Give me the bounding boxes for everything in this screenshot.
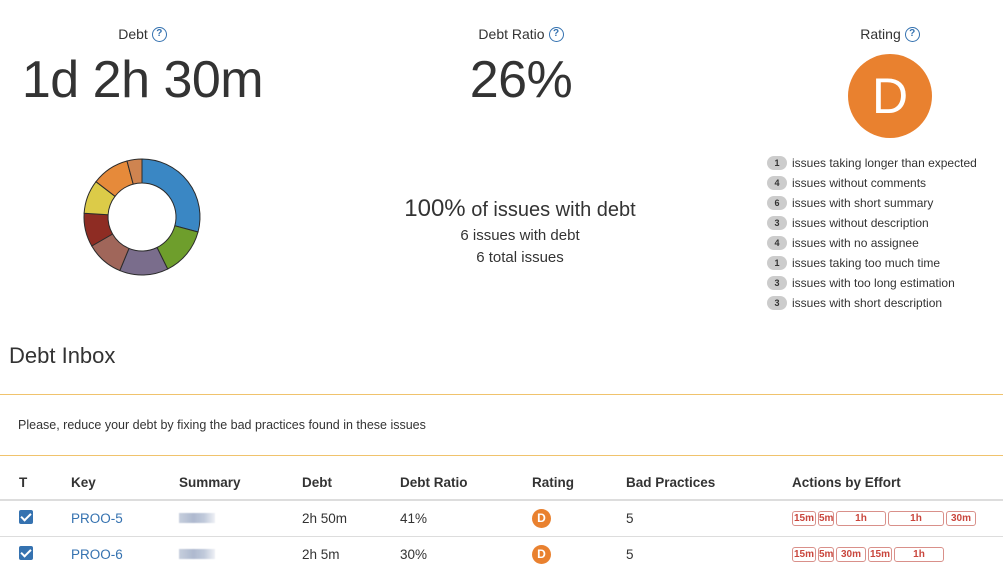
column-header-debt-ratio[interactable]: Debt Ratio	[400, 465, 532, 501]
column-header-bad-practices[interactable]: Bad Practices	[626, 465, 792, 501]
column-header-key[interactable]: Key	[71, 465, 179, 501]
effort-action-button[interactable]: 15m	[792, 546, 816, 562]
issues-with-debt-percent: 100%	[404, 195, 466, 222]
debt-metric: Debt ? 1d 2h 30m	[0, 26, 285, 106]
bad-practice-item[interactable]: 6 issues with short summary	[767, 193, 977, 213]
bad-practice-label: issues without comments	[792, 176, 927, 190]
debt-ratio-metric: Debt Ratio ? 26%	[410, 26, 632, 106]
issue-type-checkbox-icon[interactable]	[19, 509, 33, 524]
count-badge: 3	[767, 276, 787, 290]
bad-practice-item[interactable]: 3 issues without description	[767, 213, 977, 233]
table-row: PROO-5 2h 50m 41% D 5 15m 5m 1h 1h 30m	[0, 500, 1003, 537]
help-icon[interactable]: ?	[151, 26, 167, 42]
debt-value: 1d 2h 30m	[21, 51, 264, 109]
rating-badge: D	[848, 54, 932, 138]
effort-action-button[interactable]: 30m	[836, 546, 866, 562]
count-badge: 1	[767, 156, 787, 170]
issue-bad-practices-count: 5	[626, 546, 634, 562]
bad-practice-item[interactable]: 1 issues taking longer than expected	[767, 153, 977, 173]
table-header-row: T Key Summary Debt Debt Ratio Rating Bad…	[0, 465, 1003, 501]
donut-segment[interactable]	[126, 158, 143, 185]
issue-key-link[interactable]: PROO-6	[71, 546, 123, 562]
bad-practice-item[interactable]: 3 issues with too long estimation	[767, 273, 977, 293]
issue-key-link[interactable]: PROO-5	[71, 510, 123, 526]
help-icon[interactable]: ?	[548, 26, 564, 42]
effort-action-button[interactable]: 1h	[894, 546, 944, 562]
effort-action-button[interactable]: 5m	[818, 510, 834, 526]
bad-practice-item[interactable]: 3 issues with short description	[767, 293, 977, 313]
count-badge: 6	[767, 196, 787, 210]
bad-practices-list: 1 issues taking longer than expected 4 iss…	[767, 153, 977, 313]
count-badge: 4	[767, 176, 787, 190]
issue-rating-badge: D	[532, 544, 551, 564]
debt-donut-chart	[83, 158, 201, 276]
actions-by-effort: 15m 5m 30m 15m 1h	[792, 546, 1003, 562]
issue-debt-ratio: 30%	[400, 546, 428, 562]
issue-bad-practices-count: 5	[626, 500, 792, 537]
debt-inbox-table: T Key Summary Debt Debt Ratio Rating Bad…	[0, 465, 1003, 571]
count-badge: 3	[767, 216, 787, 230]
table-row: PROO-6 2h 5m 30% D 5 15m 5m 30m 15m 1h	[0, 536, 1003, 571]
debt-inbox-message: Please, reduce your debt by fixing the b…	[18, 418, 426, 432]
bad-practice-label: issues taking longer than expected	[792, 156, 977, 170]
bad-practice-item[interactable]: 4 issues with no assignee	[767, 233, 977, 253]
bad-practice-label: issues without description	[792, 216, 929, 230]
issue-summary-redacted	[179, 548, 215, 559]
debt-inbox-title: Debt Inbox	[9, 343, 116, 368]
column-header-type[interactable]: T	[0, 465, 71, 501]
bad-practice-label: issues taking too much time	[792, 256, 941, 270]
column-header-rating[interactable]: Rating	[532, 465, 626, 501]
divider	[0, 394, 1003, 395]
bad-practice-label: issues with short description	[792, 296, 943, 310]
effort-action-button[interactable]: 1h	[836, 510, 886, 526]
issue-debt: 2h 50m	[302, 500, 400, 537]
count-badge: 1	[767, 256, 787, 270]
column-header-summary[interactable]: Summary	[179, 465, 302, 501]
issues-with-debt-suffix: of issues with debt	[465, 199, 636, 221]
divider	[0, 455, 1003, 456]
effort-action-button[interactable]: 5m	[818, 546, 834, 562]
count-badge: 4	[767, 236, 787, 250]
issue-summary-redacted	[179, 512, 215, 523]
total-issues-count: 6 total issues	[476, 249, 564, 266]
debt-ratio-value: 26%	[469, 51, 573, 109]
column-header-actions-by-effort[interactable]: Actions by Effort	[792, 465, 1003, 501]
rating-metric: Rating ? D	[790, 26, 990, 138]
debt-summary: 100% of issues with debt 6 issues with d…	[370, 195, 670, 267]
actions-by-effort: 15m 5m 1h 1h 30m	[792, 510, 1003, 526]
bad-practice-label: issues with too long estimation	[792, 276, 955, 290]
effort-action-button[interactable]: 15m	[792, 510, 816, 526]
issues-with-debt-count: 6 issues with debt	[460, 227, 580, 244]
bad-practice-label: issues with no assignee	[792, 236, 919, 250]
issue-debt: 2h 5m	[302, 546, 340, 562]
debt-ratio-label: Debt Ratio	[478, 26, 545, 42]
rating-label: Rating	[860, 26, 901, 42]
effort-action-button[interactable]: 15m	[868, 546, 892, 562]
issue-rating-badge: D	[532, 508, 551, 528]
issue-type-checkbox-icon[interactable]	[19, 545, 33, 560]
bad-practice-item[interactable]: 1 issues taking too much time	[767, 253, 977, 273]
bad-practice-label: issues with short summary	[792, 196, 934, 210]
donut-segment[interactable]	[141, 158, 201, 233]
issue-debt-ratio: 41%	[400, 500, 532, 537]
debt-label: Debt	[118, 26, 148, 42]
help-icon[interactable]: ?	[904, 26, 920, 42]
effort-action-button[interactable]: 1h	[888, 510, 944, 526]
count-badge: 3	[767, 296, 787, 310]
effort-action-button[interactable]: 30m	[946, 510, 976, 526]
column-header-debt[interactable]: Debt	[302, 465, 400, 501]
bad-practice-item[interactable]: 4 issues without comments	[767, 173, 977, 193]
